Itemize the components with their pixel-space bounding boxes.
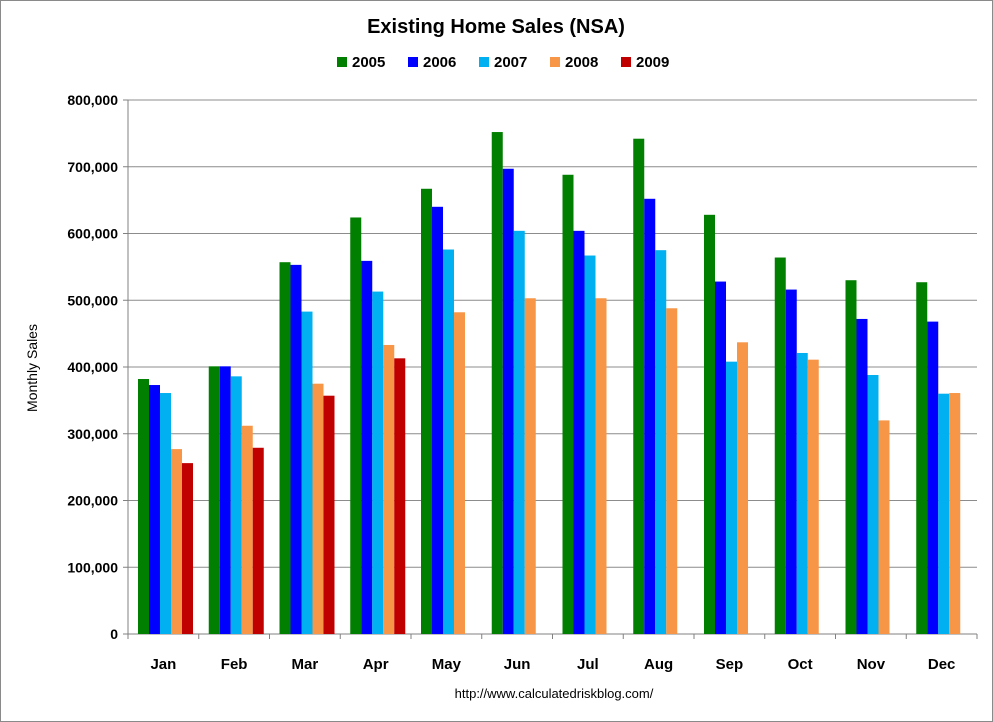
bar-2007-may — [443, 249, 454, 634]
y-axis: 0 100,000 200,000 300,000 400,000 500,000 600,… — [67, 92, 129, 642]
x-tick-label: Jul — [577, 656, 599, 673]
bar-2009-feb — [252, 447, 264, 634]
chart-title: Existing Home Sales (NSA) — [367, 16, 625, 38]
bar-2007-dec — [938, 393, 950, 634]
bar-2005-aug — [633, 138, 645, 634]
bar-2008-nov — [878, 420, 890, 634]
bar-2005-jan — [138, 379, 149, 634]
bar-2008-apr — [383, 344, 395, 634]
bar-2005-dec — [916, 282, 928, 634]
x-tick-label: Sep — [716, 656, 744, 673]
legend-swatch-2005 — [337, 57, 347, 67]
bars — [138, 132, 961, 635]
legend-swatch-2006 — [408, 57, 418, 67]
source-url: http://www.calculatedriskblog.com/ — [455, 686, 654, 701]
bar-2006-aug — [644, 198, 656, 635]
bar-2007-jun — [513, 230, 525, 634]
bar-2008-may — [454, 312, 465, 634]
x-tick-label: May — [432, 656, 462, 673]
y-tick-label: 0 — [110, 626, 118, 642]
bar-2005-jun — [491, 132, 503, 635]
bar-2009-apr — [394, 358, 406, 634]
bar-2005-feb — [208, 366, 220, 634]
x-tick-label: Nov — [857, 656, 886, 673]
legend-swatch-2007 — [479, 57, 489, 67]
x-tick-label: Dec — [928, 656, 956, 673]
bar-2005-may — [421, 188, 432, 634]
bar-2006-jul — [573, 230, 585, 634]
bar-2008-jan — [171, 449, 182, 634]
y-tick-label: 600,000 — [67, 226, 118, 242]
gridlines — [128, 99, 977, 635]
bar-2009-jan — [182, 463, 193, 634]
y-tick-label: 800,000 — [67, 92, 118, 108]
bar-2006-nov — [856, 318, 868, 634]
y-tick-label: 500,000 — [67, 292, 118, 308]
bar-2007-oct — [796, 352, 808, 634]
bar-2008-oct — [807, 359, 819, 634]
y-tick-label: 700,000 — [67, 159, 118, 175]
x-tick-label: Jan — [150, 656, 176, 673]
legend: 2005 2006 2007 2008 2009 — [337, 54, 669, 71]
x-tick-label: Jun — [504, 656, 531, 673]
y-tick-label: 200,000 — [67, 493, 118, 509]
bar-2007-jan — [160, 393, 171, 634]
legend-label-2008: 2008 — [565, 54, 598, 71]
legend-label-2009: 2009 — [636, 54, 669, 71]
bar-2007-apr — [372, 291, 384, 634]
bar-2009-mar — [323, 395, 335, 634]
bar-2007-sep — [726, 361, 737, 634]
bar-2005-jul — [562, 174, 574, 634]
x-tick-label: Aug — [644, 656, 673, 673]
legend-label-2006: 2006 — [423, 54, 456, 71]
y-tick-label: 300,000 — [67, 426, 118, 442]
bar-2006-jun — [502, 168, 514, 634]
bar-2005-apr — [350, 217, 362, 635]
bar-2006-jan — [149, 385, 160, 634]
bar-2006-apr — [361, 260, 373, 634]
bar-2007-feb — [230, 376, 242, 634]
x-axis: Jan Feb Mar Apr May Jun Jul Aug Sep Oct Nov Dec — [127, 634, 978, 673]
bar-2008-dec — [949, 393, 961, 634]
bar-2008-sep — [737, 342, 748, 634]
x-tick-label: Oct — [788, 656, 813, 673]
bar-2007-nov — [867, 375, 879, 634]
bar-2007-jul — [584, 255, 596, 634]
bar-2006-feb — [219, 366, 231, 634]
bar-2005-mar — [279, 262, 291, 634]
bar-2005-sep — [704, 214, 715, 634]
bar-2006-may — [432, 206, 443, 635]
legend-label-2005: 2005 — [352, 54, 385, 71]
bar-2007-mar — [301, 311, 313, 634]
bar-2008-aug — [666, 308, 678, 634]
x-tick-label: Mar — [292, 656, 319, 673]
bar-2008-mar — [312, 383, 324, 634]
bar-2006-oct — [785, 289, 797, 634]
bar-2008-feb — [241, 425, 253, 634]
bar-2005-nov — [845, 280, 857, 634]
bar-2008-jun — [524, 298, 536, 634]
bar-2007-aug — [655, 250, 667, 634]
bar-2005-oct — [774, 257, 786, 634]
y-tick-label: 100,000 — [67, 559, 118, 575]
x-tick-label: Apr — [363, 656, 389, 673]
legend-swatch-2008 — [550, 57, 560, 67]
legend-swatch-2009 — [621, 57, 631, 67]
bar-2008-jul — [595, 298, 607, 634]
bar-2006-mar — [290, 264, 302, 634]
y-tick-label: 400,000 — [67, 359, 118, 375]
bar-2006-sep — [715, 281, 726, 634]
y-axis-label: Monthly Sales — [24, 324, 40, 412]
legend-label-2007: 2007 — [494, 54, 527, 71]
x-tick-label: Feb — [221, 656, 248, 673]
bar-2006-dec — [927, 321, 939, 634]
